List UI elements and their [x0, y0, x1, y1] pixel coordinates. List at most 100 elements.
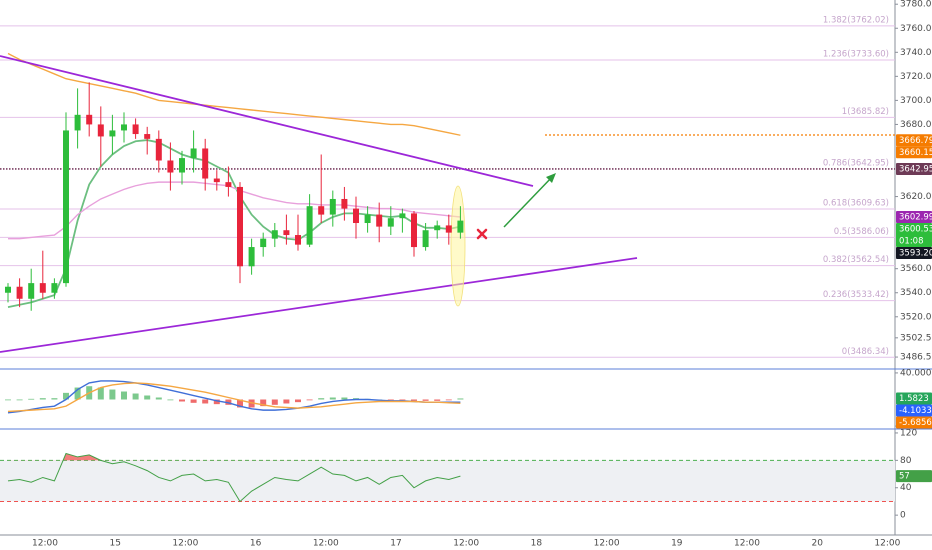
candle-body	[5, 286, 11, 293]
moving-average	[7, 139, 461, 309]
fib-level-label: 1.382(3762.02)	[823, 15, 889, 25]
moving-averages	[7, 52, 461, 309]
cross-stroke	[476, 228, 488, 240]
candle-body	[202, 148, 209, 179]
price-badge-label: 3600.53	[899, 225, 932, 235]
macd-histogram-bar	[422, 399, 429, 401]
y-tick-label: 80	[900, 456, 912, 466]
candle-body	[411, 213, 417, 248]
price-badge-label: 3602.99	[899, 213, 932, 223]
moving-average	[8, 181, 461, 240]
macd-histogram-bar	[341, 397, 348, 400]
price-badge-label: -4.1033	[899, 406, 932, 416]
macd-histogram-bar	[318, 398, 325, 400]
macd-histogram-bar	[97, 387, 104, 400]
candle-body	[364, 214, 371, 224]
candle-body	[283, 230, 290, 236]
arrow-shaft	[503, 175, 554, 228]
macd-histogram-bar	[237, 399, 243, 408]
x-tick-label: 17	[390, 539, 401, 549]
y-tick-label: 120	[900, 428, 917, 438]
macd-histogram-bar	[51, 398, 58, 400]
y-tick-label: 3700.00	[900, 96, 932, 106]
upper-trendline	[0, 55, 534, 187]
candle-body	[179, 158, 185, 173]
y-tick-label: 3780.00	[900, 0, 932, 10]
price-badge	[896, 211, 932, 224]
candle-body	[28, 283, 35, 299]
price-badge	[896, 134, 932, 147]
candle-body	[318, 206, 325, 215]
candle-body	[306, 206, 313, 245]
price-badge	[896, 416, 932, 429]
candle-body	[155, 138, 162, 161]
fib-level-label: 1(3685.82)	[842, 107, 889, 117]
candle-body	[51, 283, 58, 293]
candle-body	[39, 283, 46, 293]
candle-body	[132, 124, 139, 135]
macd-line	[7, 380, 461, 414]
cross-mark	[476, 228, 488, 240]
x-tick-label: 16	[250, 539, 262, 549]
candle-body	[190, 148, 197, 159]
macd-histogram-bar	[445, 399, 452, 401]
moving-average	[7, 52, 461, 136]
y-tick-label: 0	[900, 511, 906, 521]
macd-histogram-bar	[411, 399, 417, 401]
x-tick-label: 12:00	[32, 539, 58, 549]
y-tick-label: 3560.00	[900, 264, 932, 274]
macd-histogram-bar	[16, 399, 23, 401]
y-tick-label: 3620.00	[900, 192, 932, 202]
y-tick-label: 3720.00	[900, 72, 932, 82]
candle-body	[86, 114, 93, 125]
lower-trendline	[0, 257, 638, 353]
price-badge	[896, 162, 932, 175]
macd-histogram-bar	[179, 399, 185, 402]
candle-body	[74, 114, 81, 131]
candle-body	[434, 225, 441, 231]
macd-histogram-bar	[260, 399, 267, 407]
macd-histogram-bar	[5, 399, 11, 401]
y-tick-label: 40	[900, 483, 912, 493]
rsi-pane	[0, 452, 895, 503]
y-tick-label: 3486.50	[900, 353, 932, 363]
macd-histogram-bar	[190, 399, 197, 403]
y-tick-label: 3680.00	[900, 120, 932, 130]
candle-body	[295, 235, 301, 245]
macd-histogram-bar	[63, 392, 69, 400]
x-tick-label: 12:00	[734, 539, 760, 549]
candle-body	[260, 238, 267, 248]
x-tick-label: 12:00	[172, 539, 198, 549]
fib-level-label: 0.618(3609.63)	[823, 199, 889, 209]
macd-histogram-bar	[74, 387, 81, 400]
fib-level-label: 0.5(3586.06)	[834, 227, 889, 237]
fib-level-label: 0(3486.34)	[842, 347, 889, 357]
candle-body	[16, 286, 23, 299]
price-badge-label: 3593.20	[899, 249, 932, 259]
candle-body	[387, 218, 394, 227]
price-badge	[896, 146, 932, 159]
macd-histogram-bar	[167, 399, 174, 401]
arrow	[503, 173, 556, 228]
macd-line	[7, 382, 461, 413]
candles	[5, 82, 464, 311]
macd-histogram-bar	[271, 399, 278, 405]
macd-histogram-bar	[387, 399, 394, 401]
price-badge-label: 3660.15	[899, 148, 932, 158]
x-tick-label: 15	[109, 539, 120, 549]
macd-pane	[5, 380, 464, 414]
candle-body	[167, 160, 174, 173]
macd-histogram-bar	[295, 399, 301, 403]
price-badge	[896, 247, 932, 260]
x-tick-label: 20	[811, 539, 823, 549]
x-tick-label: 12:00	[453, 539, 479, 549]
macd-histogram-bar	[213, 399, 220, 405]
price-badge-label: 57	[899, 472, 910, 482]
macd-histogram-bar	[109, 389, 116, 400]
y-tick-label: 3502.50	[900, 333, 932, 343]
macd-histogram-bar	[132, 393, 139, 400]
candle-body	[353, 208, 359, 224]
price-badge	[896, 470, 932, 483]
arrow-head	[546, 173, 556, 183]
